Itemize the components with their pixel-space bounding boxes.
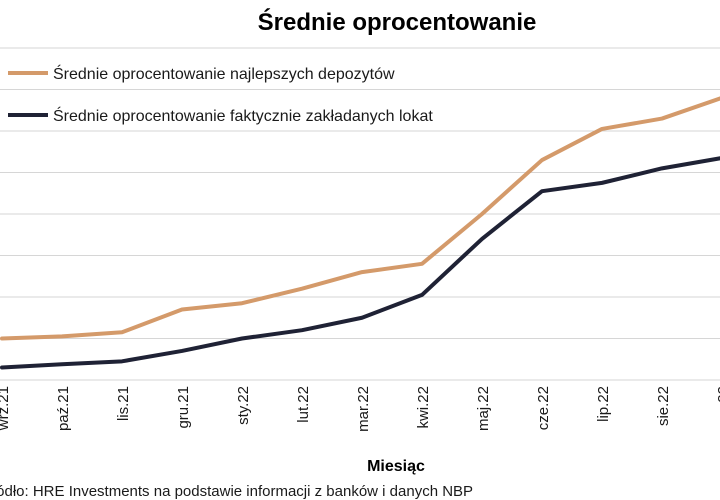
x-tick-label: sty.22 [235, 386, 252, 425]
chart-title: Średnie oprocentowanie [258, 8, 537, 36]
x-tick-label: lip.22 [595, 386, 612, 422]
legend-label-2: Średnie oprocentowanie faktycznie zakład… [53, 106, 433, 125]
x-tick-label: lis.21 [115, 386, 132, 421]
legend-label-1: Średnie oprocentowanie najlepszych depoz… [53, 64, 395, 83]
source-note: Źródło: HRE Investments na podstawie inf… [0, 483, 473, 500]
x-tick-label: lut.22 [295, 386, 312, 423]
x-tick-label: kwi.22 [415, 386, 432, 429]
x-tick-label: cze.22 [535, 386, 552, 430]
x-tick-label: gru.21 [175, 386, 192, 429]
gridlines [0, 47, 720, 381]
x-tick-label: wrz.21 [0, 386, 12, 431]
x-tick-label: sie.22 [655, 386, 672, 426]
x-tick-label: paź.21 [55, 386, 72, 431]
series-line-1 [0, 96, 720, 341]
legend: Średnie oprocentowanie najlepszych depoz… [8, 64, 433, 125]
series-line-2 [0, 156, 720, 370]
x-tick-labels: wrz.21 paź.21 lis.21 gru.21 sty.22 lut.22 mar.… [0, 386, 720, 432]
x-tick-label: mar.22 [355, 386, 372, 432]
x-tick-label: wrz.22 [715, 386, 720, 431]
series-lines [0, 96, 720, 370]
x-axis-title: Miesiąc [367, 458, 425, 475]
x-tick-label: maj.22 [475, 386, 492, 431]
